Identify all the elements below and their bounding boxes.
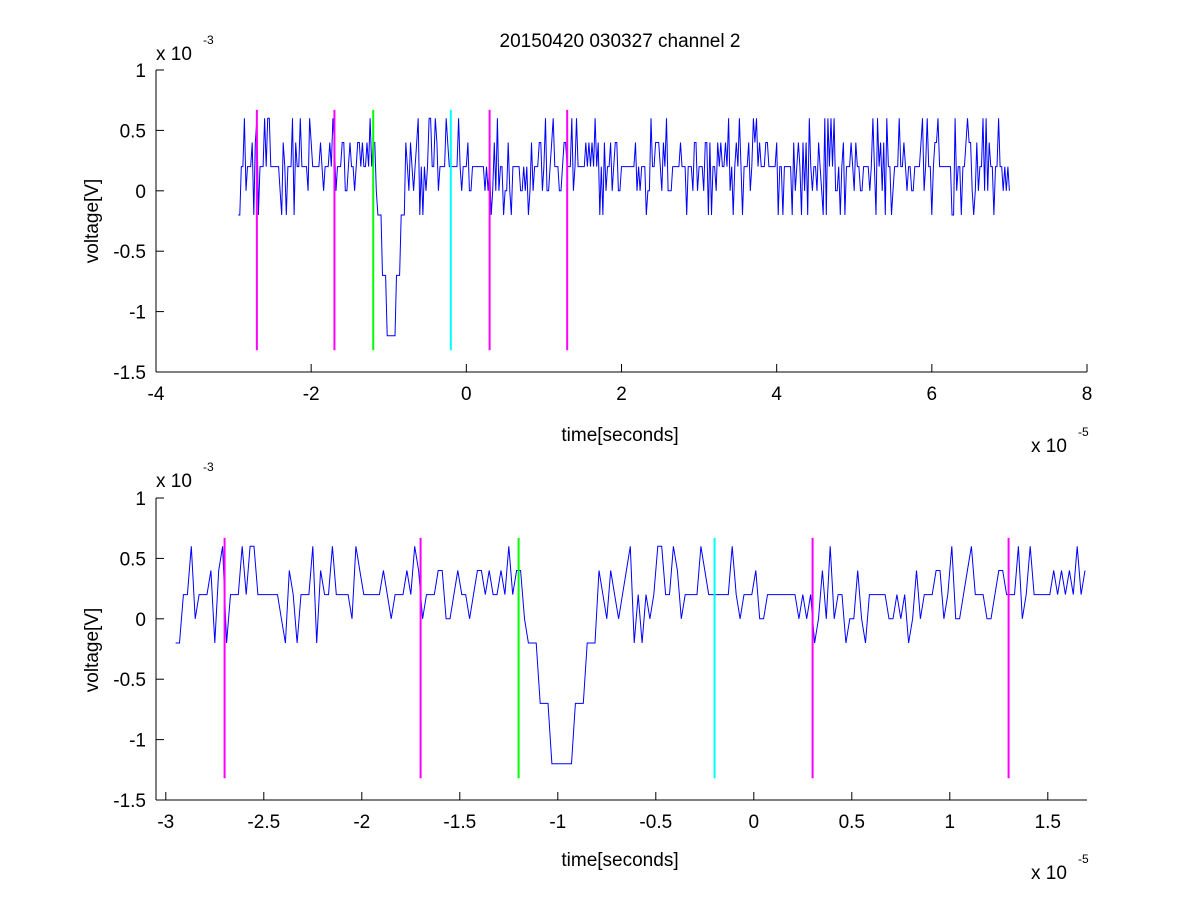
top-y-axis-label: voltage[V]: [82, 179, 103, 264]
bottom-x-tick-label: -1: [549, 812, 566, 833]
top-y-tick-label: 0: [135, 182, 146, 203]
top-x-tick-label: 6: [927, 384, 938, 405]
bottom-x-multiplier-exponent: -5: [1078, 852, 1089, 866]
figure-title: 20150420 030327 channel 2: [500, 31, 741, 52]
top-plot: voltage[V] time[seconds] x 10 -3 x 10 -5…: [82, 33, 1092, 457]
bottom-y-multiplier-base: x 10: [156, 471, 192, 492]
bottom-y-multiplier: x 10 -3: [156, 460, 214, 492]
bottom-y-tick-label: -1: [129, 731, 146, 752]
top-y-multiplier-exponent: -3: [203, 33, 214, 47]
bottom-y-axis-label: voltage[V]: [82, 608, 103, 693]
bottom-y-tick-label: 0.5: [120, 549, 146, 570]
bottom-x-tick-label: 0: [749, 812, 760, 833]
top-x-axis-label: time[seconds]: [561, 425, 678, 446]
bottom-y-tick-label: -0.5: [113, 670, 146, 691]
top-x-multiplier-exponent: -5: [1078, 425, 1089, 439]
top-x-tick-label: 0: [461, 384, 472, 405]
bottom-x-tick-label: -0.5: [639, 812, 672, 833]
bottom-x-tick-label: -2.5: [247, 812, 280, 833]
bottom-x-tick-label: -3: [157, 812, 174, 833]
bottom-x-multiplier-base: x 10: [1031, 863, 1067, 884]
top-signal-trace: [238, 117, 1010, 337]
top-y-tick-label: 0.5: [120, 121, 146, 142]
top-x-tick-label: 2: [616, 384, 627, 405]
top-y-multiplier-base: x 10: [156, 44, 192, 65]
top-x-tick-label: -2: [303, 384, 320, 405]
top-y-multiplier: x 10 -3: [156, 33, 214, 65]
bottom-y-multiplier-exponent: -3: [203, 460, 214, 474]
bottom-y-tick-label: -1.5: [113, 791, 146, 812]
bottom-x-tick-label: 1: [945, 812, 956, 833]
bottom-x-tick-label: 1.5: [1035, 812, 1061, 833]
bottom-x-tick-label: -1.5: [443, 812, 476, 833]
bottom-plot: voltage[V] time[seconds] x 10 -3 x 10 -5…: [82, 460, 1089, 884]
bottom-y-tick-label: 1: [135, 489, 146, 510]
top-y-tick-label: -1.5: [113, 363, 146, 384]
top-y-tick-label: -1: [129, 303, 146, 324]
top-y-tick-label: -0.5: [113, 242, 146, 263]
top-x-tick-label: 4: [771, 384, 782, 405]
top-y-tick-label: 1: [135, 61, 146, 82]
bottom-signal-trace: [175, 545, 1086, 765]
bottom-x-tick-label: 0.5: [839, 812, 865, 833]
top-x-multiplier: x 10 -5: [1031, 425, 1089, 457]
top-x-multiplier-base: x 10: [1031, 436, 1067, 457]
bottom-y-tick-label: 0: [135, 610, 146, 631]
top-x-tick-label: -4: [148, 384, 165, 405]
bottom-x-multiplier: x 10 -5: [1031, 852, 1089, 884]
top-x-tick-label: 8: [1082, 384, 1093, 405]
bottom-x-tick-label: -2: [353, 812, 370, 833]
bottom-x-axis-label: time[seconds]: [561, 850, 678, 871]
